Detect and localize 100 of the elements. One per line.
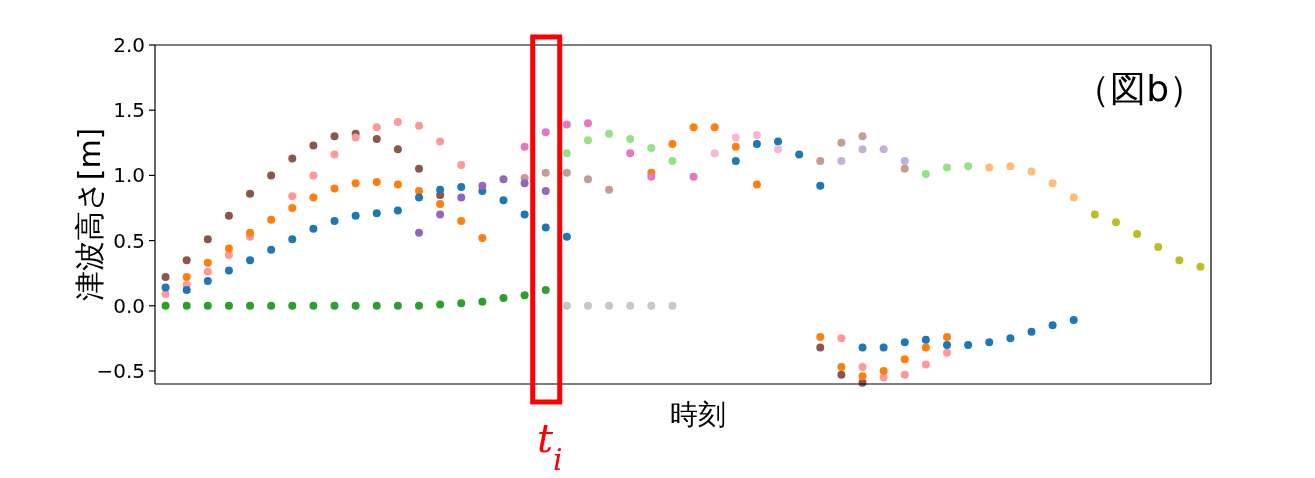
point xyxy=(330,184,339,193)
point xyxy=(457,160,466,169)
point xyxy=(224,266,233,275)
point xyxy=(668,301,677,310)
point xyxy=(1006,162,1015,171)
point xyxy=(900,157,909,166)
y-tick-label: 0.0 xyxy=(113,293,145,318)
point xyxy=(731,157,740,166)
point xyxy=(351,179,360,188)
point xyxy=(900,355,909,364)
point xyxy=(330,217,339,226)
point xyxy=(478,181,487,190)
point xyxy=(161,273,170,282)
point xyxy=(161,290,170,299)
point xyxy=(541,168,550,177)
point xyxy=(752,130,761,139)
point xyxy=(351,133,360,142)
point xyxy=(562,301,571,310)
point xyxy=(203,277,212,285)
point xyxy=(774,145,783,154)
point xyxy=(562,168,571,177)
point xyxy=(921,170,930,179)
point xyxy=(541,128,550,137)
point xyxy=(224,250,233,259)
point xyxy=(267,245,276,254)
point xyxy=(689,123,698,132)
point xyxy=(837,138,846,147)
point xyxy=(626,301,635,310)
point xyxy=(816,157,825,166)
point xyxy=(1048,179,1057,188)
point xyxy=(626,134,635,143)
point xyxy=(1175,256,1184,265)
point xyxy=(457,183,466,192)
point xyxy=(372,209,381,218)
point xyxy=(752,140,761,149)
point xyxy=(710,123,719,132)
point xyxy=(246,301,255,310)
point xyxy=(858,145,867,154)
point xyxy=(288,235,297,244)
point xyxy=(689,172,698,181)
point xyxy=(288,301,297,310)
point xyxy=(1006,334,1015,343)
point xyxy=(921,343,930,352)
point xyxy=(499,175,508,184)
point xyxy=(478,233,487,242)
point xyxy=(583,175,592,184)
point xyxy=(858,132,867,141)
point xyxy=(436,210,445,219)
point xyxy=(246,189,255,198)
y-axis-title: 津波高さ[m] xyxy=(72,127,107,302)
point xyxy=(520,142,529,151)
point xyxy=(900,338,909,347)
point xyxy=(985,338,994,347)
point xyxy=(309,141,318,150)
point xyxy=(457,193,466,202)
point xyxy=(605,301,614,310)
point xyxy=(1111,218,1120,227)
point xyxy=(668,140,677,149)
point xyxy=(921,335,930,344)
point xyxy=(816,343,825,352)
point xyxy=(330,132,339,141)
x-axis-title: 時刻 xyxy=(670,398,726,431)
point xyxy=(520,179,529,188)
point xyxy=(393,180,402,189)
point xyxy=(415,121,423,130)
point xyxy=(351,211,360,220)
point xyxy=(203,301,212,310)
y-tick-label: 1.0 xyxy=(113,163,145,188)
point xyxy=(457,217,466,226)
point xyxy=(583,119,592,128)
point xyxy=(858,363,867,372)
point xyxy=(436,300,445,309)
point xyxy=(288,192,297,201)
point xyxy=(372,134,381,143)
point xyxy=(1069,193,1078,202)
point xyxy=(816,181,825,190)
point xyxy=(520,210,529,219)
point xyxy=(309,301,318,310)
point xyxy=(203,258,212,267)
point xyxy=(795,150,804,159)
point xyxy=(879,343,888,352)
point xyxy=(330,150,339,159)
point xyxy=(246,256,255,265)
point xyxy=(858,372,867,381)
point xyxy=(605,185,614,194)
point xyxy=(224,211,233,220)
point xyxy=(224,244,233,253)
point xyxy=(267,215,276,224)
point xyxy=(541,286,550,295)
point xyxy=(943,348,951,357)
point xyxy=(182,301,191,310)
point xyxy=(203,267,212,276)
y-tick-label: 0.5 xyxy=(113,228,145,253)
point xyxy=(415,193,423,202)
point xyxy=(837,334,846,343)
point xyxy=(478,297,487,306)
point xyxy=(309,171,318,180)
point xyxy=(541,187,550,196)
point xyxy=(393,145,402,154)
point xyxy=(203,235,212,244)
